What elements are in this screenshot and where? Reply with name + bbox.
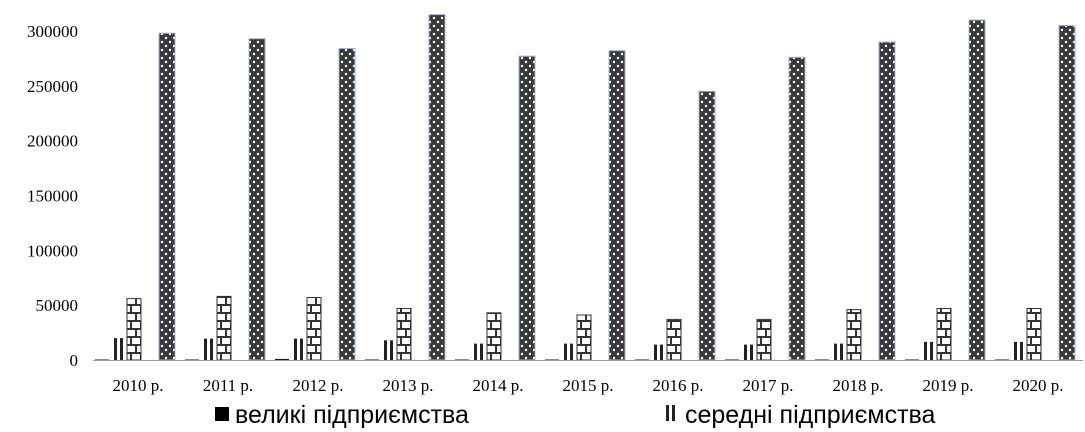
x-tick-label: 2013 р. bbox=[383, 376, 434, 395]
bar-medium-enterprises bbox=[381, 340, 395, 360]
bar-medium-enterprises bbox=[201, 338, 215, 360]
legend: великі підприємства середні підприємства bbox=[215, 401, 936, 429]
bar-series-3 bbox=[486, 312, 502, 361]
bar-series-3 bbox=[306, 297, 322, 361]
x-tick-label: 2019 р. bbox=[923, 376, 974, 395]
bar-series-4 bbox=[968, 19, 986, 361]
bar-medium-enterprises bbox=[921, 341, 935, 360]
x-tick-label: 2016 р. bbox=[653, 376, 704, 395]
bar-large-enterprises bbox=[275, 358, 289, 360]
bar-series-3 bbox=[846, 309, 862, 361]
bar-medium-enterprises bbox=[651, 344, 665, 360]
bar-series-3 bbox=[666, 318, 682, 361]
bar-large-enterprises bbox=[95, 359, 109, 360]
bar-series-3 bbox=[216, 295, 232, 361]
bar-medium-enterprises bbox=[1011, 341, 1025, 360]
x-tick-label: 2012 р. bbox=[293, 376, 344, 395]
bar-series-4 bbox=[698, 90, 716, 361]
bar-large-enterprises bbox=[815, 359, 829, 360]
x-axis-labels: 2010 р. 2011 р. 2012 р. 2013 р. 2014 р. 2015 … bbox=[113, 376, 1064, 395]
bar-series-4 bbox=[1058, 25, 1076, 361]
y-tick-label: 250000 bbox=[27, 77, 78, 96]
bar-medium-enterprises bbox=[741, 344, 755, 360]
bar-medium-enterprises bbox=[561, 343, 575, 360]
bar-large-enterprises bbox=[905, 359, 919, 360]
x-tick-label: 2020 р. bbox=[1013, 376, 1064, 395]
bar-series-4 bbox=[338, 48, 356, 361]
bar-large-enterprises bbox=[635, 359, 649, 360]
legend-swatch bbox=[664, 405, 678, 421]
bar-series-3 bbox=[126, 298, 142, 361]
bar-large-enterprises bbox=[365, 359, 379, 360]
legend-label: великі підприємства bbox=[235, 401, 469, 429]
bar-series-4 bbox=[878, 41, 896, 361]
bar-series-4 bbox=[248, 38, 266, 361]
bar-series-4 bbox=[158, 32, 176, 361]
x-tick-label: 2017 р. bbox=[743, 376, 794, 395]
bar-medium-enterprises bbox=[471, 343, 485, 360]
bar-large-enterprises bbox=[725, 359, 739, 360]
y-tick-label: 300000 bbox=[27, 22, 78, 41]
bar-series-3 bbox=[1026, 308, 1042, 361]
bar-medium-enterprises bbox=[831, 343, 845, 360]
bar-medium-enterprises bbox=[111, 338, 125, 360]
bar-series-4 bbox=[428, 14, 446, 361]
y-tick-label: 200000 bbox=[27, 132, 78, 151]
bars-group bbox=[95, 14, 1076, 361]
bar-series-3 bbox=[756, 318, 772, 361]
bar-series-4 bbox=[788, 56, 806, 361]
bar-series-4 bbox=[608, 50, 626, 361]
bar-large-enterprises bbox=[185, 359, 199, 360]
y-tick-label: 50000 bbox=[36, 296, 79, 315]
y-tick-label: 100000 bbox=[27, 241, 78, 260]
bar-series-3 bbox=[936, 308, 952, 361]
bar-large-enterprises bbox=[455, 359, 469, 360]
x-tick-label: 2018 р. bbox=[833, 376, 884, 395]
y-tick-label: 0 bbox=[70, 351, 79, 370]
bar-series-4 bbox=[518, 55, 536, 361]
x-tick-label: 2011 р. bbox=[203, 376, 253, 395]
bar-series-3 bbox=[576, 314, 592, 361]
bar-large-enterprises bbox=[545, 359, 559, 360]
bar-large-enterprises bbox=[995, 359, 1009, 360]
x-tick-label: 2015 р. bbox=[563, 376, 614, 395]
legend-label: середні підприємства bbox=[685, 401, 936, 429]
x-tick-label: 2014 р. bbox=[473, 376, 524, 395]
x-tick-label: 2010 р. bbox=[113, 376, 164, 395]
legend-swatch bbox=[215, 407, 229, 421]
y-tick-label: 150000 bbox=[27, 187, 78, 206]
y-axis: 0 50000 100000 150000 200000 250000 300000 bbox=[27, 22, 78, 370]
bar-medium-enterprises bbox=[291, 338, 305, 360]
bar-series-3 bbox=[396, 308, 412, 361]
